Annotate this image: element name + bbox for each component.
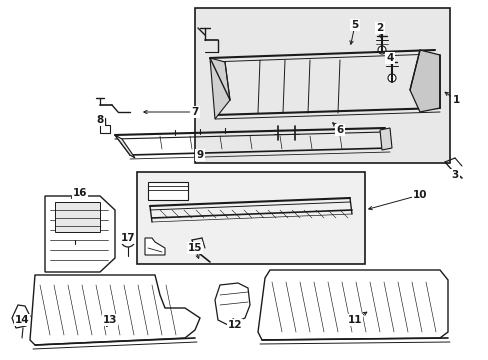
Polygon shape	[409, 50, 439, 112]
Ellipse shape	[131, 293, 149, 307]
Ellipse shape	[100, 310, 120, 326]
Polygon shape	[258, 270, 447, 340]
Bar	[195, 8, 449, 163]
Polygon shape	[145, 238, 164, 255]
Text: 14: 14	[15, 315, 29, 325]
Text: 3: 3	[450, 170, 458, 180]
Text: 1: 1	[451, 95, 459, 105]
Bar	[55, 202, 100, 232]
Ellipse shape	[312, 276, 347, 304]
Text: 10: 10	[412, 190, 427, 200]
Text: 16: 16	[73, 188, 87, 198]
Ellipse shape	[66, 284, 94, 306]
Text: 2: 2	[376, 23, 383, 33]
Ellipse shape	[298, 317, 320, 333]
Polygon shape	[30, 275, 200, 345]
Bar	[137, 172, 364, 264]
Ellipse shape	[384, 283, 414, 307]
Polygon shape	[215, 283, 249, 325]
Polygon shape	[209, 58, 229, 119]
Text: 5: 5	[351, 20, 358, 30]
Polygon shape	[379, 128, 391, 150]
Text: 12: 12	[227, 320, 242, 330]
Text: 11: 11	[347, 315, 362, 325]
Circle shape	[121, 233, 135, 247]
Text: 6: 6	[336, 125, 343, 135]
Circle shape	[377, 46, 385, 54]
Polygon shape	[115, 135, 135, 158]
Text: 9: 9	[196, 150, 203, 160]
Polygon shape	[45, 196, 115, 272]
Bar	[100, 125, 110, 133]
Text: 8: 8	[96, 115, 103, 125]
Text: 15: 15	[187, 243, 202, 253]
Polygon shape	[12, 305, 30, 328]
Bar	[148, 182, 187, 200]
Circle shape	[67, 244, 83, 260]
Text: 17: 17	[121, 233, 135, 243]
Text: 13: 13	[102, 315, 117, 325]
Text: 4: 4	[386, 53, 393, 63]
Circle shape	[387, 74, 395, 82]
Text: 7: 7	[191, 107, 198, 117]
